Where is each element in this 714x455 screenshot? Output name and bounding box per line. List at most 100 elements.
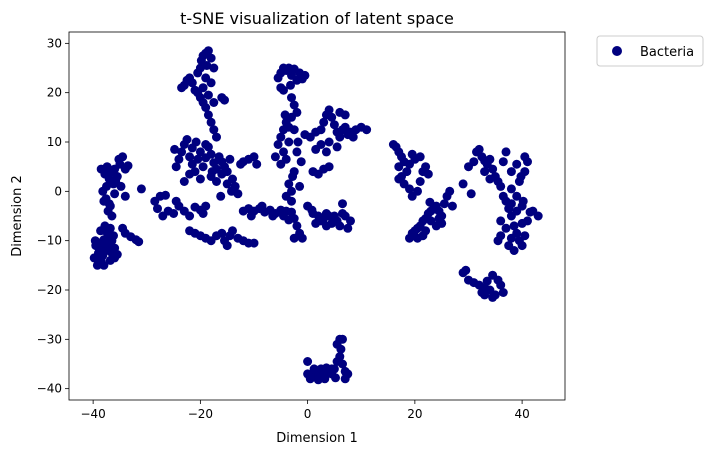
data-point bbox=[203, 46, 213, 56]
data-point bbox=[185, 152, 195, 162]
y-tick-label: −40 bbox=[37, 382, 62, 396]
data-point bbox=[447, 201, 457, 211]
y-axis-ticks: −40 −30 −20 −10 0 10 20 30 bbox=[37, 36, 69, 396]
data-point bbox=[319, 164, 329, 174]
data-point bbox=[423, 169, 433, 179]
data-point bbox=[185, 169, 195, 179]
data-point bbox=[187, 78, 197, 88]
data-point bbox=[203, 90, 213, 100]
data-point bbox=[335, 352, 345, 362]
data-point bbox=[289, 100, 299, 110]
data-point bbox=[198, 209, 208, 218]
data-point bbox=[120, 191, 130, 201]
data-point bbox=[297, 233, 307, 243]
data-point bbox=[434, 214, 444, 223]
data-point bbox=[518, 196, 528, 206]
data-point bbox=[170, 144, 180, 154]
data-point bbox=[332, 142, 342, 152]
data-point bbox=[212, 177, 221, 186]
data-point bbox=[220, 95, 229, 105]
x-axis-label: Dimension 1 bbox=[276, 431, 358, 446]
data-point bbox=[338, 199, 347, 209]
x-tick-label: −40 bbox=[80, 407, 105, 421]
data-point bbox=[153, 204, 162, 214]
data-point bbox=[348, 132, 358, 142]
data-point bbox=[193, 88, 203, 98]
data-point bbox=[206, 117, 216, 127]
data-point bbox=[209, 63, 219, 73]
data-point bbox=[284, 122, 294, 132]
data-point bbox=[295, 181, 305, 191]
data-point bbox=[206, 53, 216, 63]
data-point bbox=[506, 233, 516, 243]
data-point bbox=[279, 85, 288, 95]
data-point bbox=[292, 147, 302, 157]
data-point bbox=[338, 359, 347, 369]
data-point bbox=[346, 216, 355, 226]
legend-marker bbox=[612, 46, 622, 56]
data-point bbox=[280, 110, 290, 120]
data-point bbox=[501, 223, 511, 233]
data-point bbox=[445, 186, 455, 196]
data-point bbox=[249, 238, 259, 248]
data-point bbox=[195, 147, 205, 157]
data-point bbox=[287, 196, 296, 206]
data-point bbox=[102, 162, 112, 172]
data-point bbox=[477, 288, 487, 297]
data-point bbox=[276, 132, 286, 142]
data-point bbox=[517, 241, 527, 251]
data-point bbox=[185, 211, 195, 221]
data-point bbox=[311, 144, 321, 154]
data-point bbox=[496, 216, 506, 226]
data-point bbox=[331, 373, 340, 383]
data-point bbox=[270, 152, 280, 162]
data-point bbox=[498, 157, 508, 167]
data-point bbox=[279, 211, 288, 221]
data-point bbox=[104, 199, 114, 209]
data-point bbox=[105, 255, 115, 265]
data-point bbox=[506, 184, 516, 194]
data-point bbox=[413, 233, 422, 243]
data-point bbox=[107, 211, 117, 221]
data-point bbox=[252, 159, 262, 169]
y-tick-label: −20 bbox=[37, 283, 62, 297]
data-point bbox=[109, 231, 118, 241]
data-point bbox=[488, 270, 498, 280]
data-point bbox=[303, 357, 313, 366]
data-point bbox=[206, 149, 216, 159]
data-point bbox=[222, 241, 232, 251]
data-point bbox=[474, 144, 484, 154]
data-point bbox=[512, 191, 522, 201]
data-point bbox=[496, 181, 506, 191]
y-tick-label: −10 bbox=[37, 234, 62, 248]
data-point bbox=[284, 137, 294, 147]
data-point bbox=[110, 189, 120, 199]
data-point bbox=[293, 137, 303, 147]
data-point bbox=[340, 374, 350, 384]
data-point bbox=[405, 184, 414, 194]
data-point bbox=[482, 276, 492, 286]
data-point bbox=[506, 199, 516, 209]
data-point bbox=[116, 181, 126, 191]
data-point bbox=[525, 207, 535, 217]
data-point bbox=[509, 246, 519, 255]
data-point bbox=[324, 137, 334, 147]
data-point bbox=[90, 236, 100, 246]
data-point bbox=[246, 211, 256, 221]
data-point bbox=[273, 140, 283, 149]
data-point bbox=[216, 191, 226, 201]
x-tick-label: −20 bbox=[188, 407, 213, 421]
data-point bbox=[516, 172, 526, 181]
data-point bbox=[289, 167, 299, 177]
data-point bbox=[222, 179, 232, 189]
data-point bbox=[284, 179, 294, 189]
y-tick-label: 0 bbox=[54, 184, 62, 198]
data-point bbox=[112, 250, 122, 259]
data-point bbox=[286, 80, 295, 90]
data-point bbox=[292, 221, 302, 231]
data-point bbox=[161, 190, 170, 200]
data-point bbox=[324, 105, 334, 115]
data-point bbox=[123, 161, 133, 171]
data-point bbox=[177, 147, 187, 157]
data-point bbox=[228, 226, 237, 236]
